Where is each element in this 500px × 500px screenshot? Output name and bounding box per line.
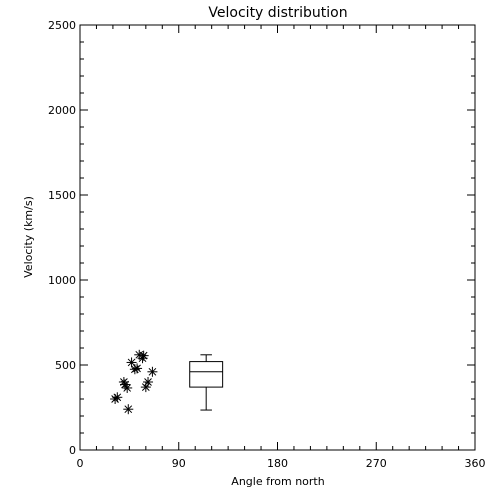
data-point bbox=[122, 382, 133, 393]
data-point bbox=[112, 392, 123, 403]
x-tick-label: 90 bbox=[172, 457, 186, 470]
y-tick-label: 2500 bbox=[48, 19, 76, 32]
y-tick-label: 1500 bbox=[48, 189, 76, 202]
y-tick-label: 1000 bbox=[48, 274, 76, 287]
data-point bbox=[143, 377, 154, 387]
x-tick-label: 270 bbox=[366, 457, 387, 470]
x-tick-label: 360 bbox=[465, 457, 486, 470]
x-axis-label: Angle from north bbox=[231, 475, 324, 488]
data-point bbox=[132, 363, 143, 374]
y-tick-label: 2000 bbox=[48, 104, 76, 117]
chart-title: Velocity distribution bbox=[208, 5, 347, 21]
data-point bbox=[123, 404, 134, 415]
y-tick-label: 500 bbox=[55, 359, 76, 372]
box-plot bbox=[189, 354, 224, 411]
x-tick-label: 180 bbox=[267, 457, 288, 470]
data-point bbox=[138, 350, 149, 361]
x-tick-label: 0 bbox=[77, 457, 84, 470]
y-tick-label: 0 bbox=[69, 444, 76, 457]
plot-frame bbox=[79, 24, 476, 451]
axes: 0 90 180 270 360 0 500 1000 1500 2000 2500 bbox=[48, 19, 486, 470]
box-plot-box bbox=[189, 361, 224, 388]
y-axis-label: Velocity (km/s) bbox=[22, 196, 35, 278]
data-point bbox=[147, 366, 158, 377]
data-marks bbox=[110, 349, 224, 415]
